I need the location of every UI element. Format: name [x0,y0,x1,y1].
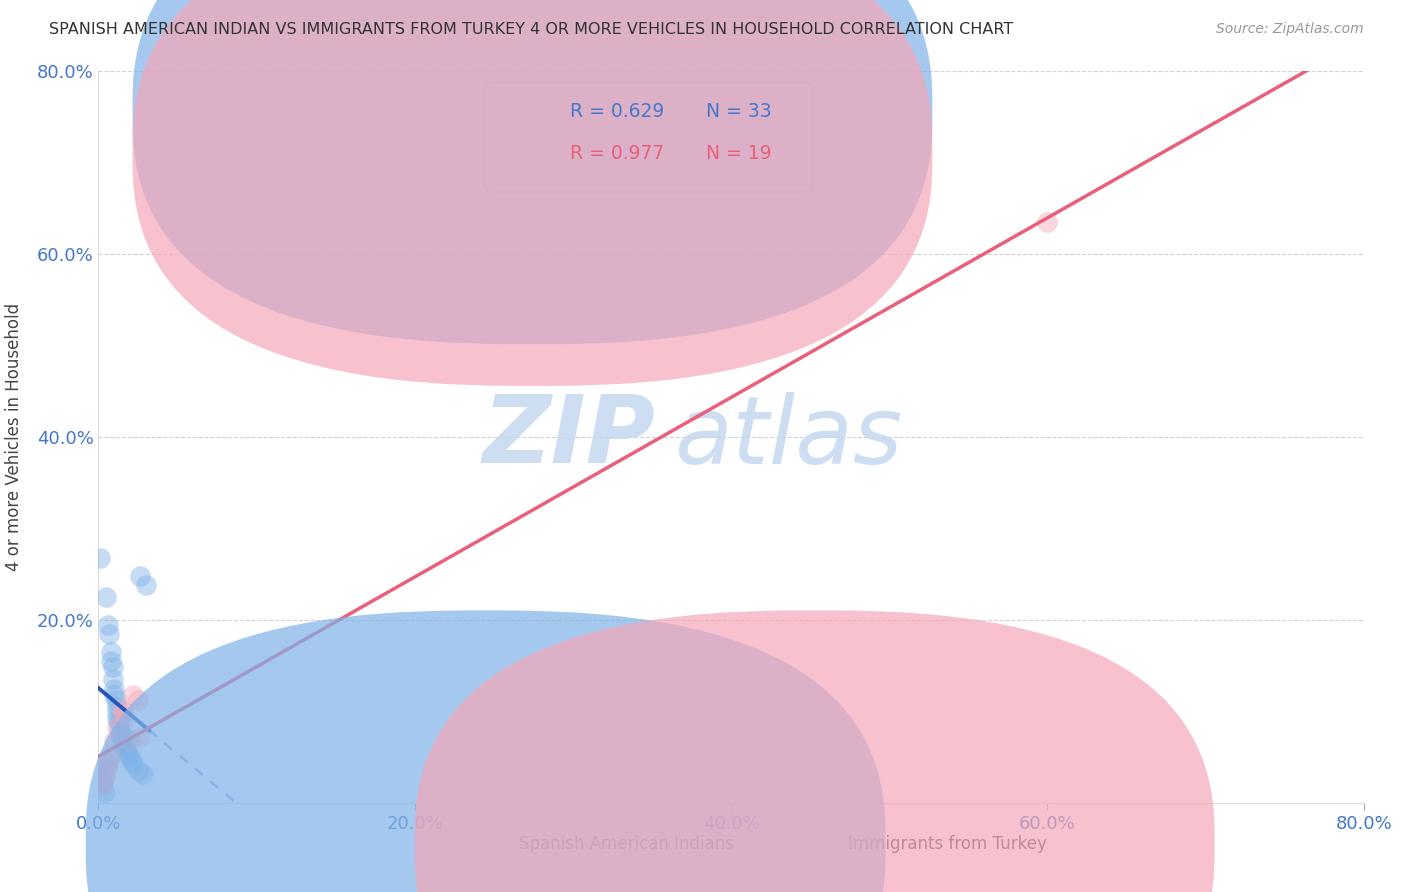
Point [90,775,112,789]
Point [132,766,155,780]
Text: Spanish American Indians: Spanish American Indians [519,835,734,853]
Point [112,737,135,751]
Point [114,740,136,755]
Point [89,778,111,792]
Point [111,730,134,744]
Text: atlas: atlas [675,392,903,483]
Point [96,590,118,604]
Point [117,748,139,763]
Point [100,748,122,763]
Point [103,681,125,696]
Point [122,757,145,772]
Point [108,721,131,735]
Point [135,578,157,592]
Text: SPANISH AMERICAN INDIAN VS IMMIGRANTS FROM TURKEY 4 OR MORE VEHICLES IN HOUSEHOL: SPANISH AMERICAN INDIAN VS IMMIGRANTS FR… [49,22,1014,37]
Point [93,766,117,780]
Point [128,569,150,583]
Point [104,693,127,707]
Point [98,626,121,640]
Point [100,654,122,668]
Point [101,673,124,687]
Point [115,744,138,758]
Text: Immigrants from Turkey: Immigrants from Turkey [848,835,1046,853]
Point [107,712,129,726]
Text: N = 19: N = 19 [706,144,772,162]
Point [107,699,129,714]
Point [93,770,117,784]
Point [114,712,136,726]
FancyBboxPatch shape [484,82,813,192]
Point [121,754,143,768]
Point [101,660,124,674]
Point [103,688,125,702]
Point [127,693,149,707]
Point [120,733,141,747]
FancyBboxPatch shape [132,0,932,344]
FancyBboxPatch shape [415,610,1215,892]
Point [89,761,111,775]
Point [100,645,122,659]
FancyBboxPatch shape [86,610,886,892]
Point [93,785,117,799]
Point [107,721,129,735]
Point [108,715,131,730]
Point [127,763,149,777]
Point [1036,215,1059,229]
Point [128,730,150,744]
Point [103,733,125,747]
FancyBboxPatch shape [132,0,932,386]
Point [112,706,135,721]
Point [97,617,120,632]
Point [120,750,141,764]
Text: N = 33: N = 33 [706,102,772,121]
Text: ZIP: ZIP [482,391,655,483]
Point [97,757,120,772]
Point [98,752,121,766]
Point [110,726,132,740]
Point [96,761,118,775]
Point [122,688,145,702]
Point [89,550,111,565]
Point [91,772,114,787]
Point [90,780,112,794]
Text: R = 0.629: R = 0.629 [571,102,665,121]
Point [111,734,134,748]
Text: R = 0.977: R = 0.977 [571,144,665,162]
Text: Source: ZipAtlas.com: Source: ZipAtlas.com [1216,22,1364,37]
Point [111,702,134,716]
Y-axis label: 4 or more Vehicles in Household: 4 or more Vehicles in Household [4,303,22,571]
Point [107,706,129,721]
